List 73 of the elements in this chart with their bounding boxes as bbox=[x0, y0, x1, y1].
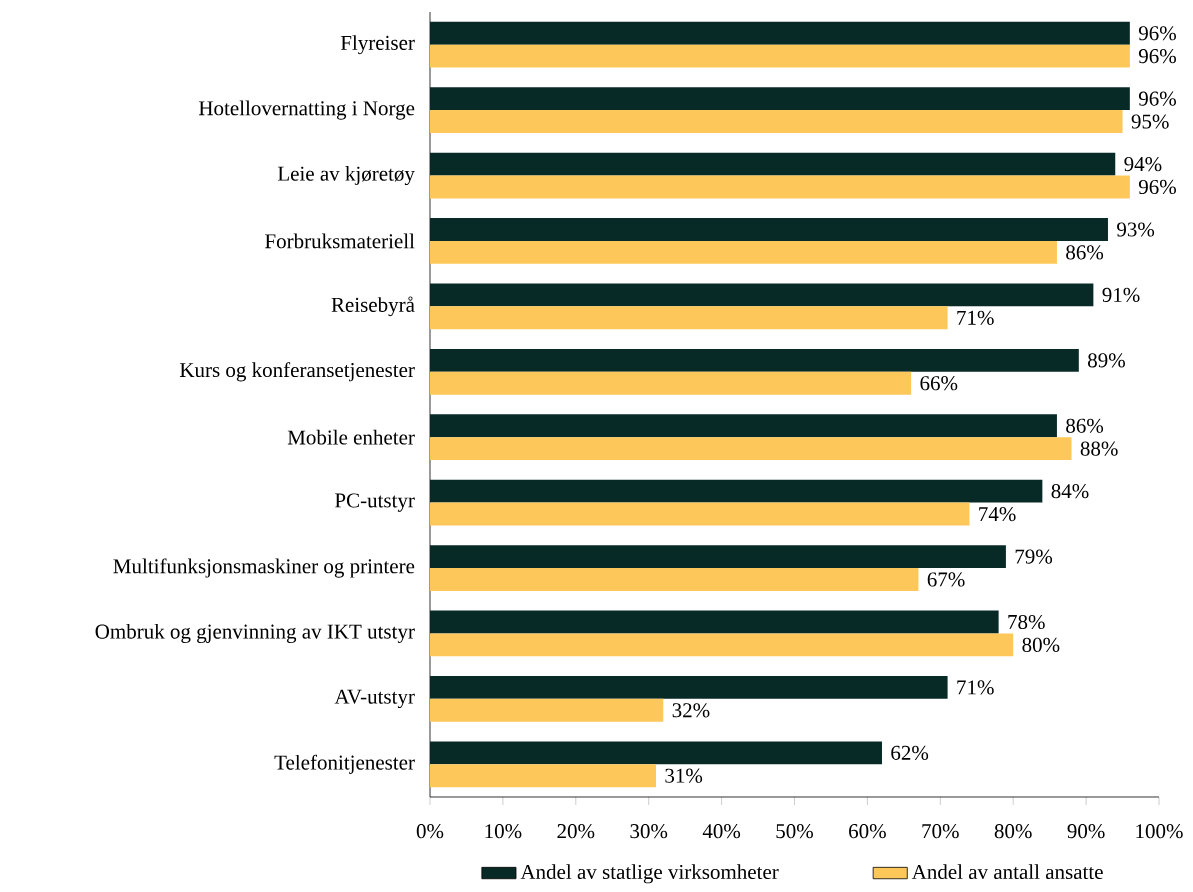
y-tick-label: Telefonitjenester bbox=[274, 754, 415, 774]
data-label: 71% bbox=[957, 680, 994, 695]
bar bbox=[430, 414, 1057, 438]
bar bbox=[430, 545, 1006, 569]
bar bbox=[430, 218, 1108, 241]
y-tick-label: PC-utstyr bbox=[335, 493, 415, 512]
data-label: 78% bbox=[1008, 614, 1045, 630]
x-tick-label: 60% bbox=[849, 824, 886, 839]
bar bbox=[430, 110, 1123, 133]
x-tick-label: 30% bbox=[630, 824, 668, 839]
x-tick-label: 20% bbox=[557, 824, 595, 839]
data-label: 96% bbox=[1138, 49, 1176, 64]
bar bbox=[430, 306, 948, 330]
data-label: 62% bbox=[891, 745, 929, 760]
data-label: 32% bbox=[672, 703, 710, 718]
data-label: 80% bbox=[1022, 637, 1060, 653]
x-tick-label: 10% bbox=[485, 824, 522, 839]
bar bbox=[430, 610, 999, 634]
bar bbox=[430, 479, 1043, 503]
bar bbox=[430, 371, 912, 395]
data-label: 88% bbox=[1080, 441, 1118, 456]
data-label: 96% bbox=[1138, 26, 1176, 41]
bar bbox=[430, 568, 919, 591]
bar bbox=[430, 240, 1057, 264]
data-label: 74% bbox=[979, 506, 1016, 522]
x-tick-label: 40% bbox=[702, 824, 741, 839]
bar bbox=[430, 675, 948, 699]
x-tick-label: 50% bbox=[776, 824, 813, 839]
y-tick-label: AV-utstyr bbox=[334, 689, 415, 709]
x-tick-label: 90% bbox=[1067, 824, 1105, 839]
data-label: 96% bbox=[1138, 179, 1176, 195]
bar bbox=[430, 44, 1130, 68]
data-label: 86% bbox=[1066, 418, 1104, 433]
data-label: 91% bbox=[1102, 287, 1140, 303]
bar bbox=[430, 87, 1130, 111]
bar bbox=[430, 741, 882, 765]
bar bbox=[430, 152, 1116, 176]
bar bbox=[430, 437, 1072, 461]
data-label: 86% bbox=[1066, 245, 1104, 260]
data-label: 84% bbox=[1051, 484, 1089, 499]
y-tick-label: Ombruk og gjenvinning av IKT utstyr bbox=[95, 623, 415, 643]
data-label: 31% bbox=[665, 768, 703, 783]
data-label: 71% bbox=[957, 310, 994, 325]
bar bbox=[430, 348, 1079, 372]
bar bbox=[430, 502, 970, 526]
legend-label: Andel av antall ansatte bbox=[911, 864, 1103, 880]
y-tick-label: Multifunksjonsmaskiner og printere bbox=[113, 558, 415, 578]
x-tick-label: 80% bbox=[994, 824, 1032, 839]
y-tick-label: Mobile enheter bbox=[287, 429, 415, 445]
y-tick-label: Leie av kjøretøy bbox=[277, 165, 415, 186]
bar bbox=[430, 175, 1130, 199]
x-tick-label: 100% bbox=[1136, 824, 1183, 839]
y-tick-label: Flyreiser bbox=[340, 35, 415, 55]
data-label: 94% bbox=[1124, 156, 1162, 172]
data-label: 89% bbox=[1087, 353, 1125, 368]
data-label: 67% bbox=[927, 572, 965, 587]
bar bbox=[430, 698, 664, 722]
bar bbox=[430, 21, 1130, 45]
data-label: 96% bbox=[1138, 91, 1176, 106]
y-tick-label: Hotellovernatting i Norge bbox=[198, 100, 415, 120]
data-label: 93% bbox=[1117, 222, 1155, 237]
y-tick-label: Reisebyrå bbox=[331, 296, 415, 317]
x-tick-label: 0% bbox=[416, 824, 444, 839]
bar bbox=[430, 283, 1094, 307]
data-label: 95% bbox=[1131, 114, 1169, 129]
x-tick-label: 70% bbox=[922, 824, 959, 839]
bar bbox=[430, 764, 656, 788]
data-label: 79% bbox=[1015, 549, 1053, 564]
data-label: 66% bbox=[920, 376, 958, 391]
bar bbox=[430, 633, 1014, 657]
y-tick-label: Kurs og konferansetjenester bbox=[179, 362, 415, 382]
legend-label: Andel av statlige virksomheter bbox=[520, 864, 779, 884]
y-tick-label: Forbruksmateriell bbox=[265, 233, 415, 249]
